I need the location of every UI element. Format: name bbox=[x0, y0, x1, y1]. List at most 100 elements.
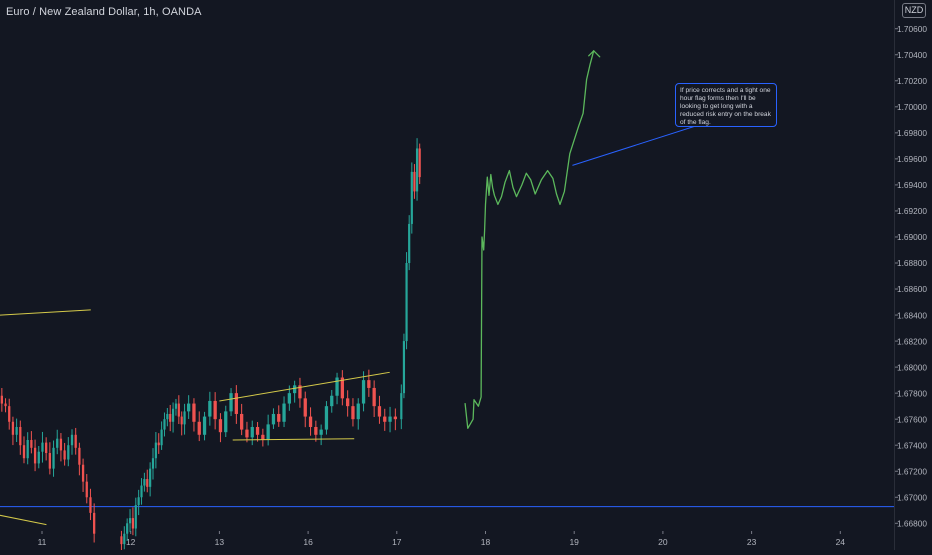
candle-body bbox=[149, 468, 152, 487]
candle-body bbox=[319, 429, 323, 435]
candle-body bbox=[308, 416, 313, 427]
candle-body bbox=[229, 393, 233, 412]
candle-body bbox=[70, 434, 74, 446]
y-tick-label: 1.70000 bbox=[897, 102, 927, 112]
trendline-left-resistance bbox=[0, 309, 91, 316]
y-tick-label: 1.68200 bbox=[897, 336, 927, 346]
candle-body bbox=[340, 377, 344, 399]
candle-body bbox=[52, 447, 55, 469]
candle-body bbox=[59, 438, 63, 451]
candle-body bbox=[30, 439, 33, 448]
y-tick-label: 1.67400 bbox=[897, 440, 927, 450]
candle-body bbox=[314, 426, 318, 435]
y-tick-label: 1.68600 bbox=[897, 284, 927, 294]
candle-body bbox=[140, 485, 143, 498]
candle-body bbox=[174, 403, 178, 409]
candle-body bbox=[157, 442, 160, 446]
candle-body bbox=[330, 395, 334, 407]
trendline-left-support bbox=[0, 514, 47, 526]
candle-body bbox=[37, 451, 40, 464]
y-tick-label: 1.70400 bbox=[897, 50, 927, 60]
candle-body bbox=[163, 419, 166, 430]
x-tick-label: 16 bbox=[303, 537, 313, 547]
candle-body bbox=[89, 497, 92, 513]
candle-body bbox=[266, 424, 270, 440]
candle-body bbox=[218, 419, 223, 433]
candle-body bbox=[177, 403, 180, 417]
candle-body bbox=[67, 445, 70, 460]
candle-body bbox=[169, 413, 172, 422]
candle-body bbox=[245, 429, 249, 438]
candle-body bbox=[261, 434, 265, 440]
candle-body bbox=[208, 400, 212, 417]
annotation-callout[interactable]: If price corrects and a tight one hour f… bbox=[675, 83, 777, 127]
candle-body bbox=[388, 416, 392, 422]
candle-body bbox=[137, 497, 140, 506]
x-tick-label: 24 bbox=[836, 537, 846, 547]
candle-body bbox=[171, 408, 175, 422]
y-tick-label: 1.67000 bbox=[897, 492, 927, 502]
candle-body bbox=[15, 426, 18, 435]
candle-body bbox=[143, 479, 146, 486]
candle-body bbox=[287, 393, 291, 404]
candle-body bbox=[187, 403, 191, 412]
candle-body bbox=[393, 416, 397, 420]
candle-body bbox=[298, 385, 302, 399]
candle-body bbox=[351, 406, 355, 420]
y-tick-label: 1.69600 bbox=[897, 154, 927, 164]
trendline-wedge-top bbox=[219, 371, 390, 402]
candle-body bbox=[282, 403, 286, 422]
candle-body bbox=[410, 171, 413, 224]
y-tick-label: 1.69800 bbox=[897, 128, 927, 138]
price-axis-divider bbox=[894, 0, 895, 550]
candle-body bbox=[224, 411, 228, 433]
candle-body bbox=[8, 406, 11, 422]
y-tick-label: 1.67800 bbox=[897, 388, 927, 398]
candle-body bbox=[63, 450, 66, 460]
candle-body bbox=[123, 533, 126, 545]
arrow-head bbox=[588, 50, 601, 58]
candle-body bbox=[134, 505, 137, 529]
candle-body bbox=[402, 341, 406, 394]
candle-body bbox=[255, 426, 260, 435]
candle-body bbox=[151, 458, 155, 469]
candle-body bbox=[413, 171, 416, 192]
x-tick-label: 11 bbox=[38, 537, 47, 547]
candle-body bbox=[166, 413, 169, 420]
callout-leader-line bbox=[572, 122, 706, 166]
y-tick-label: 1.68000 bbox=[897, 362, 927, 372]
candle-body bbox=[197, 421, 201, 435]
currency-badge[interactable]: NZD bbox=[902, 3, 926, 18]
candle-body bbox=[78, 447, 81, 465]
y-tick-label: 1.67200 bbox=[897, 466, 927, 476]
candle-body bbox=[180, 416, 183, 425]
candle-body bbox=[293, 385, 297, 394]
y-tick-label: 1.66800 bbox=[897, 518, 927, 528]
y-tick-label: 1.69000 bbox=[897, 232, 927, 242]
projected-path bbox=[464, 50, 595, 429]
x-tick-label: 17 bbox=[392, 537, 402, 547]
candle-body bbox=[120, 536, 123, 545]
candle-body bbox=[271, 413, 276, 425]
candle-body bbox=[160, 429, 163, 446]
candle-body bbox=[0, 395, 3, 404]
candle-body bbox=[415, 148, 419, 192]
candle-body bbox=[408, 223, 411, 263]
candle-body bbox=[335, 377, 339, 396]
x-tick-label: 12 bbox=[126, 537, 136, 547]
candle-body bbox=[183, 411, 186, 425]
y-tick-label: 1.69400 bbox=[897, 180, 927, 190]
candle-body bbox=[202, 416, 207, 435]
x-tick-label: 13 bbox=[215, 537, 225, 547]
candle-body bbox=[377, 406, 382, 417]
candle-body bbox=[192, 403, 196, 422]
candle-body bbox=[213, 400, 217, 420]
candle-body bbox=[303, 398, 307, 417]
candle-body bbox=[22, 445, 26, 459]
x-tick-label: 18 bbox=[481, 537, 491, 547]
candle-body bbox=[240, 413, 244, 430]
candle-body bbox=[48, 453, 51, 469]
y-tick-label: 1.70600 bbox=[897, 24, 927, 34]
